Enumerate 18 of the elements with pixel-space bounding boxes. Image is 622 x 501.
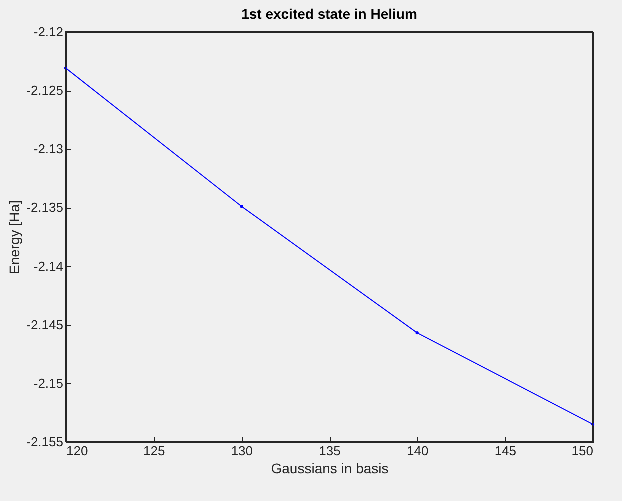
x-tick-label: 140 — [406, 444, 429, 458]
x-tick-label: 145 — [494, 444, 517, 458]
y-axis-title: Energy [Ha] — [6, 200, 23, 274]
y-tick-label: -2.13 — [34, 142, 64, 157]
y-tick-label: -2.15 — [34, 376, 64, 391]
y-tick-label: -2.125 — [26, 83, 64, 98]
x-tick-label: 120 — [66, 444, 88, 458]
x-tick-label: 130 — [231, 444, 254, 458]
y-tick-label: -2.135 — [26, 200, 64, 216]
y-tick-label: -2.145 — [26, 317, 64, 332]
y-tick-label: -2.12 — [34, 24, 64, 40]
y-tick-label: -2.155 — [26, 434, 64, 450]
x-tick-label: 135 — [319, 444, 341, 458]
chart-title: 1st excited state in Helium — [242, 6, 418, 22]
x-tick-label: 150 — [572, 444, 594, 458]
x-axis-title: Gaussians in basis — [271, 460, 389, 476]
x-tick-label: 125 — [143, 444, 166, 458]
y-tick-label: -2.14 — [34, 258, 64, 274]
